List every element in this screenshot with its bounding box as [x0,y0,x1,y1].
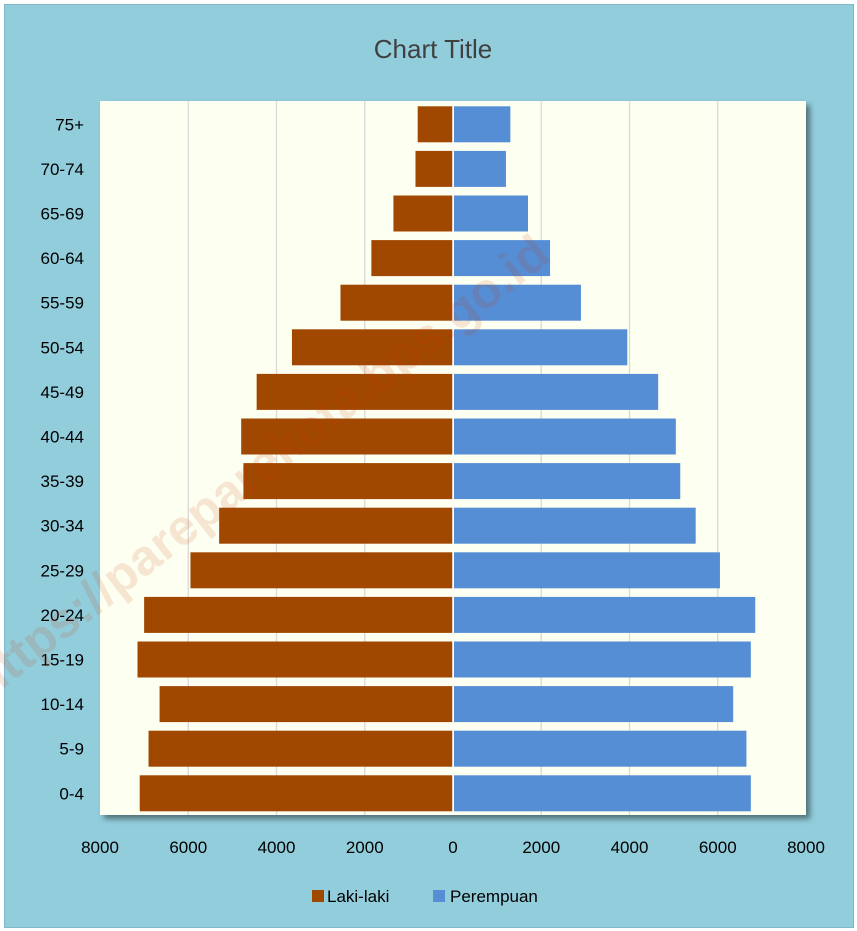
bar-perempuan-60-64 [454,240,551,277]
x-tick-label: 8000 [787,838,825,857]
x-tick-label: 4000 [611,838,649,857]
bar-perempuan-15-19 [454,641,751,678]
x-tick-label: 2000 [522,838,560,857]
bar-perempuan-55-59 [454,284,581,321]
bar-perempuan-10-14 [454,686,734,723]
legend-label-perempuan: Perempuan [450,887,538,906]
category-label: 5-9 [59,740,84,759]
bar-perempuan-30-34 [454,507,696,544]
category-label: 70-74 [41,160,84,179]
bar-perempuan-20-24 [454,596,756,633]
x-tick-label: 6000 [699,838,737,857]
legend-swatch-laki-laki [312,890,324,902]
legend-label-laki-laki: Laki-laki [327,887,389,906]
bar-perempuan-70-74 [454,150,506,187]
category-labels: 0-4 5-9 10-14 15-19 20-24 25-29 30-34 35-39 40-4… [41,115,85,803]
x-tick-label: 2000 [346,838,384,857]
legend-swatch-perempuan [433,890,445,902]
category-label: 15-19 [41,651,84,670]
bar-laki-laki-25-29 [190,552,454,589]
bar-laki-laki-65-69 [393,195,453,232]
category-label: 0-4 [59,784,84,803]
category-label: 40-44 [41,428,84,447]
category-label: 35-39 [41,472,84,491]
x-axis-tick-labels: 8000 6000 4000 2000 0 2000 4000 6000 8000 [81,838,825,857]
bar-laki-laki-40-44 [241,418,453,455]
bar-perempuan-45-49 [454,373,659,410]
legend: Laki-laki Perempuan [312,887,538,906]
x-tick-label: 6000 [169,838,207,857]
bar-perempuan-75+ [454,106,511,143]
bars [137,101,756,815]
bar-laki-laki-30-34 [219,507,453,544]
x-tick-label: 0 [448,838,457,857]
bar-perempuan-25-29 [454,552,720,589]
bar-laki-laki-35-39 [243,463,453,500]
bar-perempuan-40-44 [454,418,676,455]
bar-laki-laki-75+ [417,106,453,143]
bar-perempuan-65-69 [454,195,529,232]
category-label: 45-49 [41,383,84,402]
bar-laki-laki-70-74 [415,150,453,187]
category-label: 65-69 [41,205,84,224]
bar-laki-laki-15-19 [137,641,453,678]
category-label: 60-64 [41,249,84,268]
bar-laki-laki-5-9 [148,730,453,767]
bar-perempuan-50-54 [454,329,628,366]
bar-laki-laki-10-14 [159,686,453,723]
chart-title: Chart Title [374,34,493,64]
category-label: 55-59 [41,294,84,313]
bar-laki-laki-20-24 [144,596,453,633]
bar-laki-laki-55-59 [340,284,453,321]
x-tick-label: 8000 [81,838,119,857]
category-label: 10-14 [41,695,84,714]
bar-laki-laki-60-64 [371,240,453,277]
category-label: 25-29 [41,561,84,580]
category-label: 50-54 [41,338,84,357]
bar-laki-laki-50-54 [291,329,453,366]
bar-laki-laki-0-4 [139,775,453,812]
category-label: 75+ [55,115,84,134]
bar-perempuan-35-39 [454,463,681,500]
category-label: 20-24 [41,606,84,625]
bar-perempuan-5-9 [454,730,747,767]
category-label: 30-34 [41,517,84,536]
x-tick-label: 4000 [258,838,296,857]
bar-perempuan-0-4 [454,775,751,812]
bar-laki-laki-45-49 [256,373,453,410]
